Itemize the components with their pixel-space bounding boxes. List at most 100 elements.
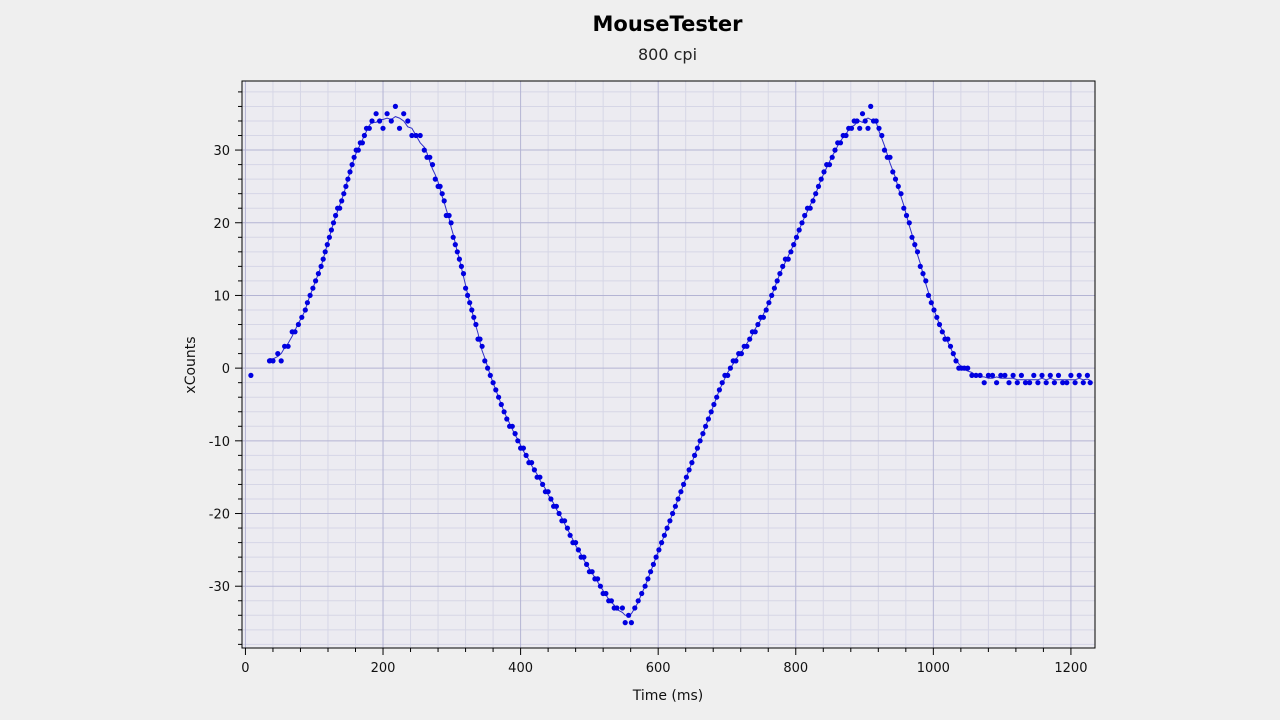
plot-border	[241, 80, 1096, 649]
data-point	[427, 154, 433, 160]
data-point	[1072, 380, 1078, 386]
data-point	[936, 321, 943, 328]
data-point	[341, 191, 347, 197]
data-point	[1027, 380, 1033, 386]
data-point	[333, 212, 339, 219]
data-point	[299, 314, 305, 320]
data-point	[689, 460, 695, 466]
data-point	[315, 271, 321, 277]
x-tick-label: 1000	[917, 661, 950, 676]
data-point	[509, 423, 515, 429]
data-point	[686, 467, 692, 473]
data-point	[854, 118, 860, 124]
data-point	[537, 474, 543, 480]
data-point	[485, 365, 491, 371]
data-point	[1076, 372, 1082, 378]
data-point	[965, 365, 971, 371]
data-point	[788, 249, 794, 255]
data-point	[887, 154, 893, 160]
data-point	[810, 198, 816, 204]
data-point	[985, 372, 992, 378]
data-point	[683, 474, 690, 480]
data-point	[829, 154, 835, 160]
data-point	[581, 554, 587, 560]
chart-subtitle: 800 cpi	[637, 45, 698, 64]
data-point	[405, 118, 411, 124]
y-tick-label: 20	[213, 217, 230, 232]
data-point	[515, 438, 521, 444]
data-point	[498, 401, 504, 408]
data-point	[450, 234, 456, 240]
data-point	[821, 169, 827, 175]
data-point	[708, 409, 714, 415]
data-point	[771, 285, 778, 291]
data-point	[413, 132, 419, 139]
data-point	[1043, 380, 1049, 386]
data-point	[659, 540, 665, 546]
data-point	[711, 401, 717, 408]
data-point	[650, 561, 657, 568]
data-point	[950, 351, 956, 357]
data-point	[953, 358, 959, 364]
data-point	[1047, 372, 1053, 378]
data-point	[832, 147, 838, 153]
data-point	[977, 372, 983, 378]
data-point	[467, 300, 473, 306]
data-point	[670, 510, 676, 517]
data-point	[1010, 372, 1016, 378]
data-point	[421, 147, 427, 153]
data-point	[848, 125, 855, 131]
data-point	[313, 278, 319, 284]
data-point	[603, 590, 609, 597]
y-tick-label: 0	[222, 362, 230, 377]
data-point	[388, 118, 394, 124]
data-point	[727, 365, 734, 371]
data-point	[307, 292, 313, 298]
data-point	[441, 198, 447, 204]
data-point	[947, 343, 954, 349]
data-point	[302, 307, 308, 313]
data-point	[769, 292, 775, 298]
data-point	[791, 242, 797, 248]
data-point	[914, 249, 921, 255]
data-point	[906, 220, 912, 226]
data-point	[774, 278, 780, 284]
data-point	[1031, 372, 1037, 378]
data-point	[330, 220, 337, 226]
data-point	[361, 132, 367, 139]
data-point	[667, 518, 673, 524]
data-point	[564, 525, 571, 531]
data-point	[692, 452, 698, 458]
data-point	[1087, 380, 1093, 386]
y-tick-label: 30	[213, 144, 230, 159]
data-point	[448, 220, 454, 226]
data-point	[700, 431, 706, 437]
data-point	[694, 445, 701, 451]
data-point	[614, 605, 620, 611]
series-trend-line	[269, 116, 1091, 616]
data-point	[865, 125, 871, 131]
data-point	[1084, 372, 1090, 378]
data-point	[318, 263, 324, 269]
data-point	[304, 300, 310, 306]
data-point	[545, 489, 551, 495]
data-point	[417, 132, 423, 139]
data-point	[881, 147, 888, 153]
data-point	[295, 321, 301, 328]
data-point	[384, 111, 390, 117]
data-point	[437, 183, 443, 189]
data-point	[345, 176, 351, 182]
data-point	[275, 351, 281, 357]
data-point	[584, 561, 590, 568]
data-point	[697, 438, 703, 444]
data-point	[1080, 380, 1086, 386]
data-point	[1068, 372, 1074, 378]
data-point	[369, 118, 375, 124]
data-point	[446, 212, 452, 219]
data-point	[465, 292, 471, 298]
data-point	[463, 285, 469, 291]
data-point	[807, 205, 813, 211]
data-point	[969, 372, 975, 378]
data-point	[909, 234, 915, 240]
data-point	[664, 525, 670, 531]
